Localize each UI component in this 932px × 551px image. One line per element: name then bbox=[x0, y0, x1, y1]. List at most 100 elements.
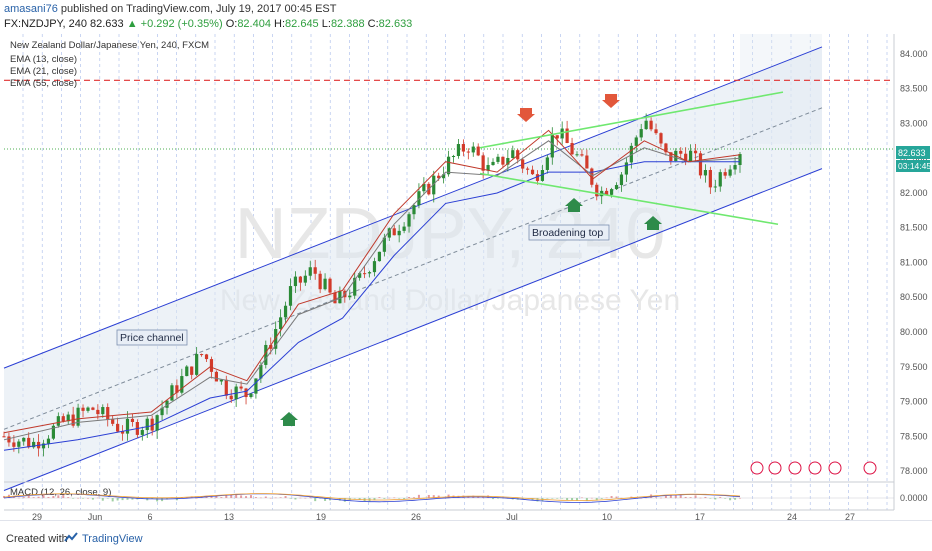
candle-body bbox=[362, 273, 367, 275]
candle-body bbox=[175, 385, 179, 393]
macd-histogram-bar bbox=[714, 498, 717, 500]
candle-body bbox=[422, 183, 426, 192]
candle-body bbox=[442, 174, 446, 179]
candle-body bbox=[160, 407, 164, 416]
candle-body bbox=[570, 143, 574, 155]
macd-histogram-bar bbox=[77, 497, 80, 499]
candle-body bbox=[397, 230, 401, 236]
macd-histogram-bar bbox=[274, 497, 277, 499]
candle-body bbox=[432, 175, 436, 195]
candle-body bbox=[530, 169, 535, 175]
candle-body bbox=[22, 437, 26, 442]
candle-body bbox=[471, 146, 475, 153]
macd-histogram-bar bbox=[531, 498, 534, 501]
candle-body bbox=[382, 237, 386, 252]
candle-body bbox=[540, 169, 545, 181]
macd-histogram-bar bbox=[521, 498, 524, 500]
macd-histogram-bar bbox=[487, 495, 490, 498]
macd-histogram-bar bbox=[245, 496, 248, 498]
candle-body bbox=[219, 379, 223, 382]
event-flag-icon[interactable] bbox=[828, 461, 842, 475]
close-value: 82.633 bbox=[378, 18, 413, 30]
candle-body bbox=[328, 278, 332, 293]
event-flag-icon[interactable] bbox=[863, 461, 877, 475]
event-flag-icon[interactable] bbox=[768, 461, 782, 475]
candle-body bbox=[550, 135, 554, 158]
broadening-top-label[interactable]: Broadening top bbox=[528, 224, 610, 241]
candle-body bbox=[733, 164, 737, 170]
candles-group bbox=[2, 113, 742, 457]
chart-canvas[interactable]: 84.00083.50083.00082.50082.00081.50081.0… bbox=[0, 34, 932, 520]
time-tick-label: Jul bbox=[506, 512, 518, 520]
macd-histogram-bar bbox=[22, 497, 25, 498]
open-label: O: bbox=[225, 18, 238, 30]
macd-histogram-bar bbox=[403, 498, 406, 500]
macd-legend[interactable]: MACD (12, 26, close, 9) bbox=[10, 487, 111, 498]
candle-body bbox=[713, 186, 717, 188]
candle-body bbox=[145, 418, 149, 431]
macd-histogram-bar bbox=[585, 498, 588, 501]
macd-histogram-bar bbox=[615, 496, 618, 498]
macd-histogram-bar bbox=[373, 498, 376, 501]
price-channel-label[interactable]: Price channel bbox=[116, 329, 188, 346]
price-channel-fill bbox=[4, 46, 822, 491]
ema21-line bbox=[3, 140, 741, 441]
macd-histogram-bar bbox=[42, 494, 45, 498]
candle-body bbox=[555, 135, 559, 139]
price-tick-label: 81.000 bbox=[900, 257, 928, 267]
author-link[interactable]: amasani76 bbox=[4, 3, 58, 15]
candle-body bbox=[298, 276, 302, 283]
candle-body bbox=[590, 168, 594, 185]
legend-ema55[interactable]: EMA (55, close) bbox=[10, 78, 77, 89]
macd-histogram-bar bbox=[343, 498, 346, 502]
footer: Created with TradingView bbox=[0, 520, 932, 551]
price-tick-label: 78.000 bbox=[900, 466, 928, 476]
macd-line bbox=[3, 493, 741, 503]
candle-body bbox=[654, 129, 658, 134]
candle-body bbox=[239, 386, 243, 389]
candle-body bbox=[437, 175, 441, 179]
high-value: 82.645 bbox=[285, 18, 319, 30]
macd-histogram-bar bbox=[72, 498, 75, 499]
macd-histogram-bar bbox=[37, 496, 40, 498]
macd-histogram-bar bbox=[17, 497, 20, 499]
channel-lower-line[interactable] bbox=[3, 168, 823, 491]
candle-body bbox=[244, 388, 248, 398]
ema55-line bbox=[3, 161, 740, 451]
event-flag-icon[interactable] bbox=[788, 461, 802, 475]
price-label: 82.633 bbox=[90, 18, 124, 30]
tradingview-brand-link[interactable]: TradingView bbox=[82, 533, 143, 545]
time-tick-label: 17 bbox=[695, 512, 705, 520]
macd-histogram-bar bbox=[27, 494, 30, 498]
time-tick-label: 26 bbox=[411, 512, 421, 520]
macd-histogram-bar bbox=[551, 498, 554, 499]
candle-body bbox=[521, 159, 525, 169]
candle-body bbox=[303, 275, 307, 283]
candle-body bbox=[659, 133, 663, 144]
candle-body bbox=[412, 205, 416, 215]
candle-body bbox=[274, 329, 278, 349]
macd-histogram-bar bbox=[724, 498, 727, 499]
broadening-top-upper-line[interactable] bbox=[479, 91, 784, 149]
event-flag-icon[interactable] bbox=[750, 461, 764, 475]
candle-body bbox=[214, 371, 219, 382]
macd-histogram-bar bbox=[595, 498, 598, 501]
event-flag-icon[interactable] bbox=[808, 461, 822, 475]
macd-histogram-bar bbox=[447, 494, 450, 498]
candle-body bbox=[96, 409, 100, 415]
legend-ema21[interactable]: EMA (21, close) bbox=[10, 66, 77, 77]
macd-histogram-bar bbox=[684, 496, 687, 498]
candle-body bbox=[703, 170, 708, 176]
macd-histogram-bar bbox=[299, 497, 302, 499]
candle-body bbox=[254, 378, 258, 394]
open-value: 82.404 bbox=[237, 18, 271, 30]
quote-line: FX:NZDJPY, 240 82.633 ▲ +0.292 (+0.35%) … bbox=[4, 18, 412, 30]
candle-body bbox=[664, 143, 668, 153]
broadening-top-lower-line[interactable] bbox=[479, 172, 779, 226]
candle-body bbox=[2, 436, 6, 438]
candle-body bbox=[17, 441, 21, 447]
change-label: ▲ +0.292 (+0.35%) bbox=[126, 18, 223, 30]
legend-ema13[interactable]: EMA (13, close) bbox=[10, 54, 77, 65]
candle-body bbox=[86, 407, 90, 411]
macd-histogram-bar bbox=[151, 498, 154, 499]
